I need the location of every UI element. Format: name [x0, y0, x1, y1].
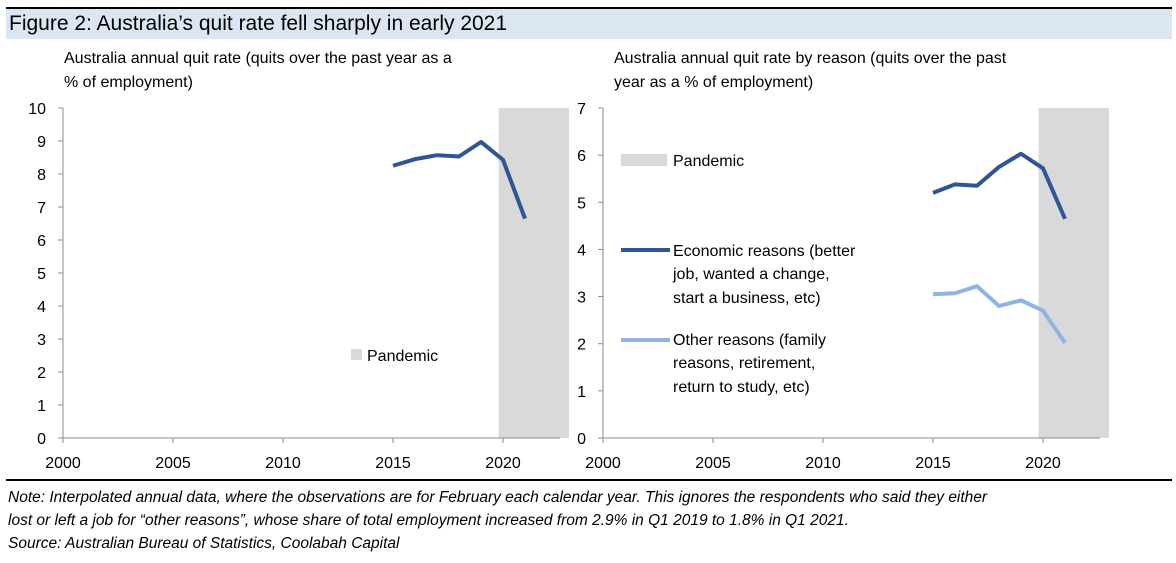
right-pandemic-shade	[1038, 108, 1109, 438]
bottom-rule	[6, 479, 1172, 481]
left-y-tick-label: 10	[28, 101, 46, 118]
right-x-tick-label: 2020	[1025, 455, 1061, 472]
right-x-tick-label: 2015	[915, 455, 951, 472]
right-series-line-1	[932, 151, 1067, 220]
right-y-tick-label: 4	[577, 242, 586, 259]
left-x-tick-label: 2000	[45, 455, 81, 472]
figure-title: Figure 2: Australia’s quit rate fell sha…	[6, 9, 1172, 39]
right-legend-other-label-1: Other reasons (family	[673, 332, 826, 349]
right-legend-pandemic-label: Pandemic	[673, 153, 744, 170]
left-x-tick-label: 2015	[375, 455, 411, 472]
right-y-tick-label: 3	[577, 290, 586, 307]
right-series-line-2	[932, 284, 1067, 344]
top-rule	[6, 7, 1172, 9]
left-series-line-1	[392, 139, 527, 220]
right-legend-economic-label-1: Economic reasons (better	[673, 243, 856, 260]
source-line: Source: Australian Bureau of Statistics,…	[8, 535, 400, 552]
right-legend-economic-label-3: start a business, etc)	[673, 290, 821, 307]
left-y-tick-label: 9	[37, 134, 46, 151]
left-y-tick-label: 7	[37, 200, 46, 217]
right-y-tick-label: 7	[577, 101, 586, 118]
left-y-tick-label: 1	[37, 398, 46, 415]
left-x-tick-label: 2010	[265, 455, 301, 472]
left-y-tick-label: 6	[37, 233, 46, 250]
right-legend-other-label-3: return to study, etc)	[673, 379, 810, 396]
right-legend-economic-label-2: job, wanted a change,	[672, 266, 830, 283]
left-chart-title: Australia annual quit rate (quits over t…	[64, 47, 524, 95]
right-chart-title: Australia annual quit rate by reason (qu…	[614, 47, 1074, 95]
left-chart-title-line1: Australia annual quit rate (quits over t…	[64, 50, 452, 67]
right-legend-pandemic-swatch	[621, 154, 667, 166]
right-x-tick-label: 2000	[585, 455, 621, 472]
left-y-tick-label: 4	[37, 299, 46, 316]
left-y-tick-label: 5	[37, 266, 46, 283]
right-legend-other-label-2: reasons, retirement,	[673, 355, 815, 372]
right-y-tick-label: 2	[577, 337, 586, 354]
right-y-tick-label: 5	[577, 195, 586, 212]
right-x-tick-label: 2005	[695, 455, 731, 472]
left-x-tick-label: 2020	[485, 455, 521, 472]
left-pandemic-shade	[498, 108, 569, 438]
note-line-1: Note: Interpolated annual data, where th…	[8, 489, 988, 506]
right-x-tick-label: 2010	[805, 455, 841, 472]
right-chart-title-line2: year as a % of employment)	[614, 74, 814, 91]
right-y-tick-label: 0	[577, 431, 586, 448]
left-legend-pandemic-label: Pandemic	[367, 348, 438, 365]
left-y-tick-label: 0	[37, 431, 46, 448]
left-chart-title-line2: % of employment)	[64, 74, 193, 91]
left-y-tick-label: 3	[37, 332, 46, 349]
right-chart-title-line1: Australia annual quit rate by reason (qu…	[614, 50, 1007, 67]
right-y-tick-label: 6	[577, 148, 586, 165]
left-y-tick-label: 8	[37, 167, 46, 184]
right-y-tick-label: 1	[577, 384, 586, 401]
note-line-2: lost or left a job for “other reasons”, …	[8, 512, 849, 529]
left-legend-pandemic-swatch	[351, 349, 362, 360]
left-x-tick-label: 2005	[155, 455, 191, 472]
left-y-tick-label: 2	[37, 365, 46, 382]
